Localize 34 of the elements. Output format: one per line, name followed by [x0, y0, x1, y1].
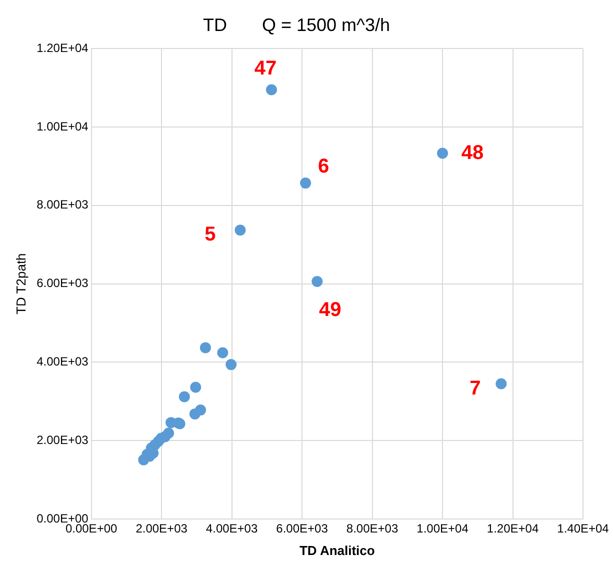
annotation: 49: [319, 298, 342, 321]
point: [234, 224, 246, 236]
point: [300, 178, 312, 189]
y-axis-title: TD T2path: [13, 253, 28, 314]
point: [217, 347, 228, 358]
x-tick-label: 1.20E+04: [486, 522, 539, 536]
point: [266, 84, 277, 96]
x-tick-label: 8.00E+03: [346, 522, 398, 536]
point: [200, 342, 211, 354]
annotation: 7: [470, 377, 481, 400]
point: [178, 391, 190, 402]
point: [312, 276, 323, 287]
annotation: 47: [254, 57, 277, 80]
y-tick-label: 2.00E+03: [36, 432, 89, 447]
y-tick-label: 8.00E+03: [36, 198, 89, 212]
annotation: 6: [318, 156, 330, 178]
point: [190, 382, 202, 393]
y-tick-label: 6.00E+03: [36, 276, 89, 290]
x-tick-label: 1.00E+04: [416, 522, 469, 536]
y-tick-label: 1.20E+04: [36, 40, 89, 55]
annotation: 5: [204, 224, 216, 246]
x-tick-label: 1.40E+04: [557, 522, 610, 536]
x-tick-label: 2.00E+03: [136, 522, 188, 536]
chart-title: TD Q = 1500 m^3/h: [202, 14, 390, 35]
x-tick-label: 6.00E+03: [276, 522, 328, 536]
y-tick-label: 4.00E+03: [36, 354, 89, 369]
point: [496, 378, 507, 390]
x-tick-label: 4.00E+03: [206, 522, 258, 536]
x-axis-title: TD Analitico: [299, 542, 375, 558]
point: [189, 408, 200, 420]
point: [437, 148, 448, 159]
annotation: 48: [461, 142, 484, 164]
y-tick-label: 1.00E+04: [36, 119, 89, 134]
point: [226, 359, 237, 370]
